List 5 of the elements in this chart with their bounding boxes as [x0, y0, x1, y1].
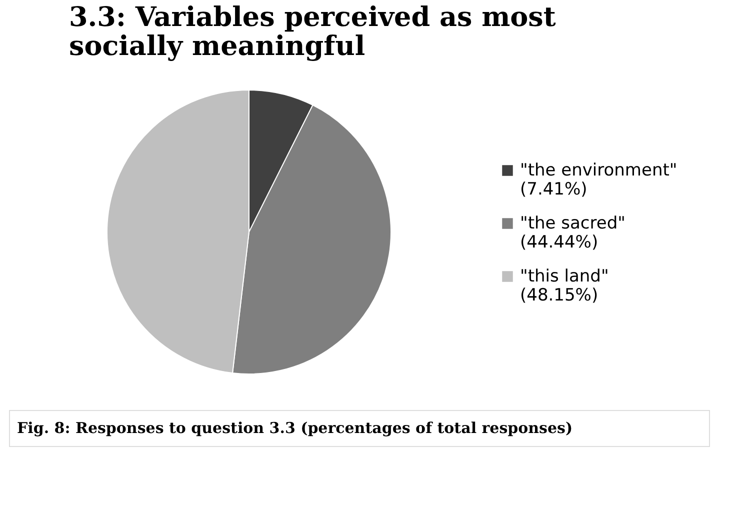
chart-title: 3.3: Variables perceived as most socially meaningful [69, 2, 556, 62]
legend-label: "the environment" (7.41%) [520, 160, 678, 200]
legend-label: "this land" (48.15%) [520, 266, 609, 306]
legend-label: "the sacred" (44.44%) [520, 214, 626, 252]
caption: Fig. 8: Responses to question 3.3 (percentages of total responses) [17, 419, 573, 437]
